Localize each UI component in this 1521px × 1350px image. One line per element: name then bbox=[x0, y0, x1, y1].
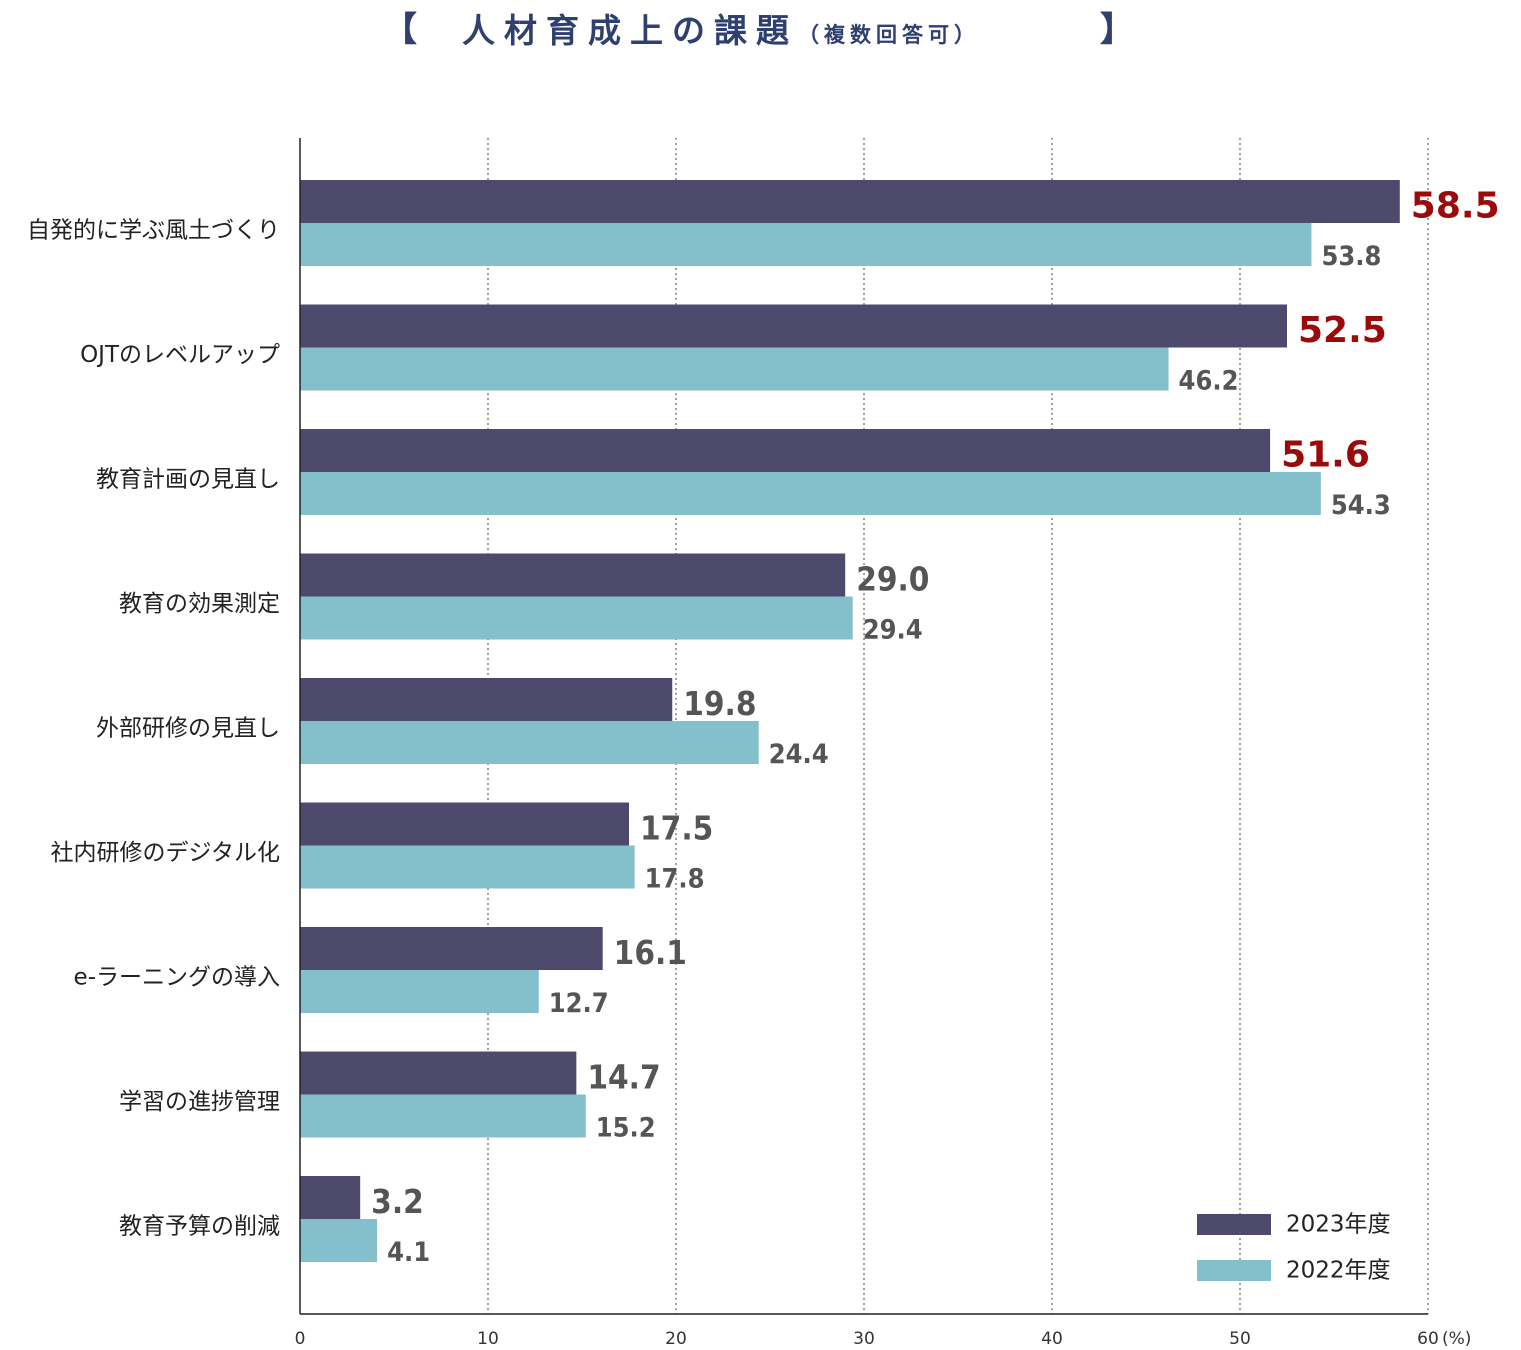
x-tick-label: 30 bbox=[853, 1329, 875, 1349]
data-label-2022: 24.4 bbox=[769, 739, 829, 770]
data-label-2022: 54.3 bbox=[1331, 490, 1391, 521]
title-subtitle: （複数回答可） bbox=[798, 23, 980, 47]
title-text: 人材育成上の課題 bbox=[462, 11, 798, 50]
x-tick-label: 20 bbox=[665, 1329, 687, 1349]
data-label-2022: 29.4 bbox=[863, 615, 923, 646]
bar-2022 bbox=[300, 845, 635, 889]
data-label-2023: 29.0 bbox=[856, 560, 929, 599]
bar-2022 bbox=[300, 1094, 586, 1138]
x-tick-label: 0 bbox=[295, 1329, 306, 1349]
bar-2022 bbox=[300, 472, 1321, 515]
bar-2022 bbox=[300, 721, 759, 764]
x-tick-label: 50 bbox=[1229, 1329, 1251, 1349]
category-label: OJTのレベルアップ bbox=[80, 342, 280, 368]
data-label-2023: 51.6 bbox=[1281, 435, 1370, 476]
bar-2022 bbox=[300, 347, 1169, 391]
legend-swatch-2023 bbox=[1197, 1214, 1271, 1235]
data-label-2022: 53.8 bbox=[1321, 241, 1381, 272]
bar-2023 bbox=[300, 1176, 361, 1219]
title-close-bracket: 】 bbox=[1100, 10, 1134, 50]
bar-2022 bbox=[300, 1219, 378, 1262]
category-label: 外部研修の見直し bbox=[96, 716, 280, 742]
x-tick-label: 10 bbox=[477, 1329, 499, 1349]
x-axis-unit: (%) bbox=[1442, 1329, 1471, 1349]
data-label-2023: 19.8 bbox=[683, 684, 756, 723]
data-label-2022: 17.8 bbox=[645, 864, 705, 895]
bar-2023 bbox=[300, 304, 1287, 348]
data-label-2022: 12.7 bbox=[549, 988, 609, 1019]
title-main: 人材育成上の課題（複数回答可） bbox=[462, 4, 980, 52]
bar-2022 bbox=[300, 970, 539, 1013]
bar-2023 bbox=[300, 927, 603, 970]
data-label-2023: 52.5 bbox=[1298, 310, 1387, 351]
data-label-2023: 16.1 bbox=[614, 933, 687, 972]
category-label: 教育計画の見直し bbox=[96, 467, 280, 493]
bar-2023 bbox=[300, 678, 673, 721]
category-label: 自発的に学ぶ風土づくり bbox=[27, 218, 280, 244]
bar-2022 bbox=[300, 223, 1312, 266]
bar-2023 bbox=[300, 1051, 577, 1095]
category-label: e-ラーニングの導入 bbox=[74, 965, 280, 991]
data-label-2023: 17.5 bbox=[640, 809, 713, 848]
x-tick-label: 60 bbox=[1417, 1329, 1439, 1349]
x-tick-label: 40 bbox=[1041, 1329, 1063, 1349]
bar-2023 bbox=[300, 429, 1271, 472]
data-label-2023: 58.5 bbox=[1411, 186, 1500, 227]
bar-2022 bbox=[300, 596, 853, 640]
legend-label-2023: 2023年度 bbox=[1286, 1212, 1391, 1238]
data-label-2023: 3.2 bbox=[371, 1182, 424, 1221]
category-label: 社内研修のデジタル化 bbox=[50, 840, 280, 866]
bar-2023 bbox=[300, 180, 1400, 223]
chart-title: 【 人材育成上の課題（複数回答可） 】 bbox=[0, 2, 1521, 50]
bar-2023 bbox=[300, 802, 629, 846]
data-label-2022: 4.1 bbox=[387, 1237, 430, 1268]
bar-2023 bbox=[300, 553, 846, 597]
category-label: 教育の効果測定 bbox=[119, 591, 280, 617]
data-label-2022: 46.2 bbox=[1179, 366, 1239, 397]
legend-swatch-2022 bbox=[1197, 1260, 1271, 1281]
data-label-2023: 14.7 bbox=[587, 1058, 660, 1097]
category-label: 教育予算の削減 bbox=[119, 1214, 280, 1240]
category-label: 学習の進捗管理 bbox=[119, 1089, 280, 1115]
legend-label-2022: 2022年度 bbox=[1286, 1258, 1391, 1284]
data-label-2022: 15.2 bbox=[596, 1113, 656, 1144]
title-open-bracket: 【 bbox=[383, 10, 417, 50]
